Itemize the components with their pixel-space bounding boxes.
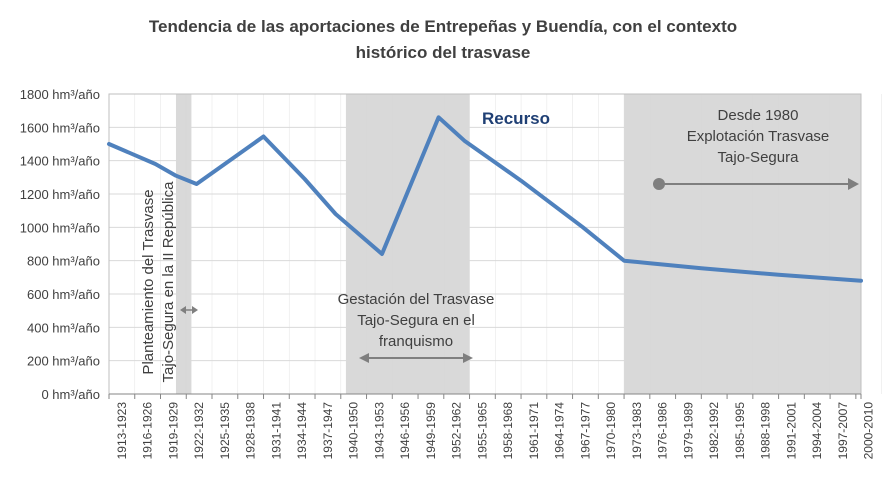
x-tick-label: 1985-1995: [733, 402, 747, 460]
x-tick-label: 1952-1962: [450, 402, 464, 460]
series-point: [520, 180, 522, 182]
series-point: [154, 163, 156, 165]
x-tick-label: 1991-2001: [784, 402, 798, 460]
series-point: [175, 175, 177, 177]
series-point: [623, 260, 625, 262]
series-point: [582, 226, 584, 228]
chart-title-line-2: histórico del trasvase: [355, 43, 531, 62]
explotacion-arrow-head: [848, 178, 859, 190]
series-label-recurso: Recurso: [482, 109, 550, 128]
x-tick-label: 1955-1965: [475, 402, 489, 460]
series-point: [700, 267, 702, 269]
annotation-franquismo-line-2: Tajo-Segura en el: [357, 312, 475, 329]
x-tick-label: 1949-1959: [424, 402, 438, 460]
x-tick-label: 1943-1953: [372, 402, 386, 460]
x-tick-label: 1982-1992: [707, 402, 721, 460]
x-tick-label: 1961-1971: [527, 402, 541, 460]
chart-title-line-1: Tendencia de las aportaciones de Entrepe…: [148, 17, 738, 36]
annotation-republica-line-1: Planteamiento del Trasvase: [140, 189, 157, 374]
x-tick-label: 1973-1983: [630, 402, 644, 460]
series-point: [196, 183, 198, 185]
annotation-explotacion-line-1: Desde 1980: [718, 107, 799, 124]
series-point: [263, 136, 265, 137]
annotation-explotacion-line-3: Tajo-Segura: [718, 149, 800, 166]
series-point: [108, 143, 110, 145]
annotation-explotacion-line-2: Explotación Trasvase: [687, 128, 830, 145]
x-tick-label: 1940-1950: [347, 402, 361, 460]
x-tick-label: 1934-1944: [295, 402, 309, 460]
franquismo-arrow-left-head: [359, 353, 369, 363]
y-tick-label: 1200 hm³/año: [20, 187, 100, 202]
annotation-republica-line-2: Tajo-Segura en la II República: [160, 181, 177, 383]
x-tick-label: 1970-1980: [604, 402, 618, 460]
axes: [108, 393, 862, 399]
annotation-franquismo-line-3: franquismo: [379, 333, 453, 350]
annotation-franquismo-line-1: Gestación del Trasvase: [338, 291, 495, 308]
shaded-period-3: [624, 94, 861, 394]
series-point: [335, 213, 337, 215]
x-tick-label: 1925-1935: [218, 402, 232, 460]
y-tick-label: 1800 hm³/año: [20, 87, 100, 102]
y-tick-label: 600 hm³/año: [27, 287, 100, 302]
y-tick-label: 1600 hm³/año: [20, 120, 100, 135]
x-tick-label: 1916-1926: [141, 402, 155, 460]
x-tick-label: 1976-1986: [656, 402, 670, 460]
series-point: [438, 116, 440, 118]
series-point: [860, 280, 862, 282]
x-tick-label: 1988-1998: [759, 402, 773, 460]
series-layer: [107, 115, 863, 283]
franquismo-arrow-right-head: [463, 353, 473, 363]
republica-arrow-left-head: [180, 306, 186, 314]
x-tick-label: 1946-1956: [398, 402, 412, 460]
chart-title: Tendencia de las aportaciones de Entrepe…: [0, 14, 886, 66]
x-tick-label: 1958-1968: [501, 402, 515, 460]
x-tick-label: 1928-1938: [244, 402, 258, 460]
y-tick-label: 1000 hm³/año: [20, 220, 100, 235]
x-axis-ticks: 1913-1923 1916-1926 1919-1929 1922-1932 1925…: [115, 402, 876, 460]
x-tick-label: 1937-1947: [321, 402, 335, 460]
x-tick-label: 2000-2010: [862, 402, 876, 460]
y-tick-label: 800 hm³/año: [27, 254, 100, 269]
x-tick-label: 1922-1932: [192, 402, 206, 460]
x-tick-label: 1994-2004: [810, 402, 824, 460]
y-axis-ticks: 0 hm³/año 200 hm³/año 400 hm³/año 600 hm³/a…: [20, 87, 100, 402]
series-point: [778, 274, 780, 276]
y-tick-label: 0 hm³/año: [41, 387, 100, 402]
y-tick-label: 400 hm³/año: [27, 320, 100, 335]
y-tick-label: 1400 hm³/año: [20, 154, 100, 169]
x-tick-label: 1931-1941: [269, 402, 283, 460]
x-tick-label: 1913-1923: [115, 402, 129, 460]
x-tick-label: 1997-2007: [836, 402, 850, 460]
y-tick-label: 200 hm³/año: [27, 354, 100, 369]
gridlines: [108, 93, 882, 395]
series-point: [463, 140, 465, 142]
x-tick-label: 1919-1929: [166, 402, 180, 460]
x-tick-label: 1964-1974: [553, 402, 567, 460]
shaded-period-1: [175, 94, 192, 394]
series-point: [304, 178, 306, 180]
series-point: [381, 253, 383, 255]
x-tick-label: 1967-1977: [578, 402, 592, 460]
series-point: [649, 262, 651, 264]
x-tick-label: 1979-1989: [681, 402, 695, 460]
republica-arrow-right-head: [192, 306, 198, 314]
